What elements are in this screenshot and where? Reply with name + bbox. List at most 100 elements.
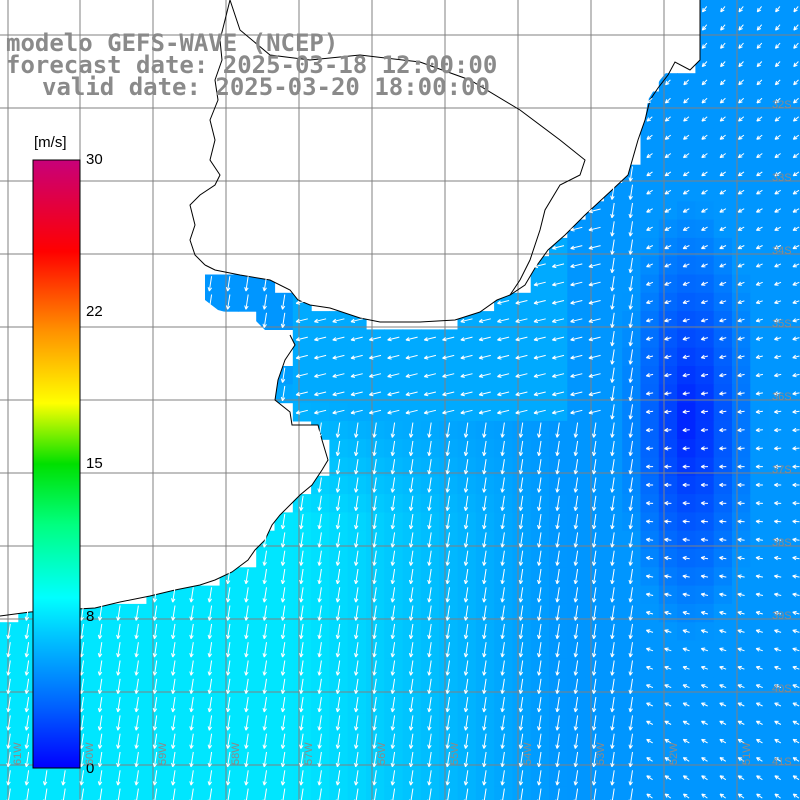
wind-arrow — [225, 294, 231, 310]
wind-arrow — [755, 354, 763, 359]
wind-arrow — [533, 263, 546, 269]
wind-arrow — [738, 79, 744, 86]
wind-arrow — [755, 226, 763, 231]
wind-speed-cell — [786, 54, 800, 74]
wind-arrow — [387, 336, 400, 342]
wind-arrow — [280, 385, 286, 402]
wind-arrow — [700, 281, 708, 286]
wind-arrow — [701, 24, 708, 31]
wind-arrow — [738, 116, 745, 122]
wind-arrow — [719, 318, 727, 323]
wind-arrow — [225, 276, 231, 292]
wind-arrow — [368, 336, 382, 342]
wind-arrow — [664, 354, 672, 359]
wind-arrow — [755, 409, 763, 414]
wind-arrow — [737, 318, 745, 323]
wind-arrow — [442, 409, 455, 415]
wind-speed-cell — [786, 36, 800, 56]
wind-arrow — [664, 226, 672, 231]
wind-arrow — [262, 276, 267, 292]
wind-speed-cell — [786, 73, 800, 93]
wind-arrow — [664, 263, 672, 268]
wind-arrow — [515, 354, 528, 360]
latitude-label: 39S — [772, 610, 792, 622]
wind-speed-cell — [786, 128, 800, 147]
wind-arrow — [295, 391, 308, 397]
wind-arrow — [314, 409, 327, 415]
wind-arrow — [683, 79, 690, 86]
wind-arrow — [737, 354, 745, 359]
wind-arrow — [515, 409, 528, 415]
wind-arrow — [442, 373, 455, 378]
wind-arrow — [719, 153, 726, 159]
wind-arrow — [610, 184, 615, 200]
wind-arrow — [405, 391, 418, 397]
wind-arrow — [756, 134, 763, 140]
wind-arrow — [682, 208, 690, 213]
latitude-label: 34S — [772, 245, 792, 257]
wind-arrow — [332, 373, 345, 378]
land-mass — [0, 0, 700, 616]
wind-arrow — [701, 226, 708, 231]
wind-arrow — [588, 226, 601, 232]
wind-arrow — [646, 97, 653, 104]
wind-arrow — [737, 409, 745, 414]
wind-arrow — [701, 42, 708, 49]
wind-arrow — [244, 276, 249, 292]
wind-arrow — [405, 373, 418, 378]
wind-arrow — [646, 153, 653, 159]
wind-arrow — [774, 336, 782, 341]
latitude-label: 41S — [772, 756, 792, 768]
wind-arrow — [664, 373, 672, 378]
longitude-label: 61W — [12, 742, 24, 765]
wind-arrow — [332, 409, 345, 415]
wind-arrow — [628, 239, 633, 255]
wind-arrow — [515, 300, 528, 305]
wind-speed-cell — [695, 786, 715, 800]
wind-arrow — [773, 373, 782, 378]
wind-arrow — [700, 354, 709, 359]
longitude-label: 58W — [230, 742, 242, 765]
wind-arrow — [701, 263, 708, 268]
wind-arrow — [664, 281, 672, 286]
wind-arrow — [460, 409, 473, 415]
wind-arrow — [387, 373, 400, 378]
wind-arrow — [701, 134, 708, 140]
wind-arrow — [719, 299, 727, 304]
wind-arrow — [792, 189, 800, 195]
wind-arrow — [628, 184, 633, 200]
wind-arrow — [664, 245, 672, 250]
wind-arrow — [664, 189, 672, 195]
wind-arrow — [774, 116, 781, 122]
wind-arrow — [682, 299, 690, 304]
wind-arrow — [701, 189, 708, 195]
wind-arrow — [515, 373, 528, 378]
wind-arrow — [792, 245, 800, 250]
wind-arrow — [774, 134, 781, 140]
wind-arrow — [756, 6, 762, 13]
wind-arrow — [551, 245, 565, 250]
wind-arrow — [570, 300, 583, 305]
wind-arrow — [645, 318, 654, 323]
wind-arrow — [792, 373, 800, 378]
wind-arrow — [610, 312, 615, 328]
wind-arrow — [645, 409, 654, 414]
wind-arrow — [460, 336, 473, 342]
wind-arrow — [774, 391, 782, 396]
wind-arrow — [628, 276, 633, 292]
wind-arrow — [570, 373, 583, 378]
wind-arrow — [701, 6, 708, 13]
wind-arrow — [497, 300, 510, 305]
wind-arrow — [719, 134, 726, 140]
latitude-label: 35S — [772, 318, 792, 330]
wind-arrow — [682, 189, 690, 195]
wind-arrow — [682, 373, 690, 378]
wind-arrow — [682, 354, 690, 359]
wind-arrow — [774, 354, 782, 359]
wind-arrow — [719, 409, 727, 414]
wind-arrow — [368, 373, 382, 378]
wind-speed-cell — [786, 732, 800, 751]
wind-speed-cell — [786, 640, 800, 660]
wind-arrow — [701, 79, 708, 86]
